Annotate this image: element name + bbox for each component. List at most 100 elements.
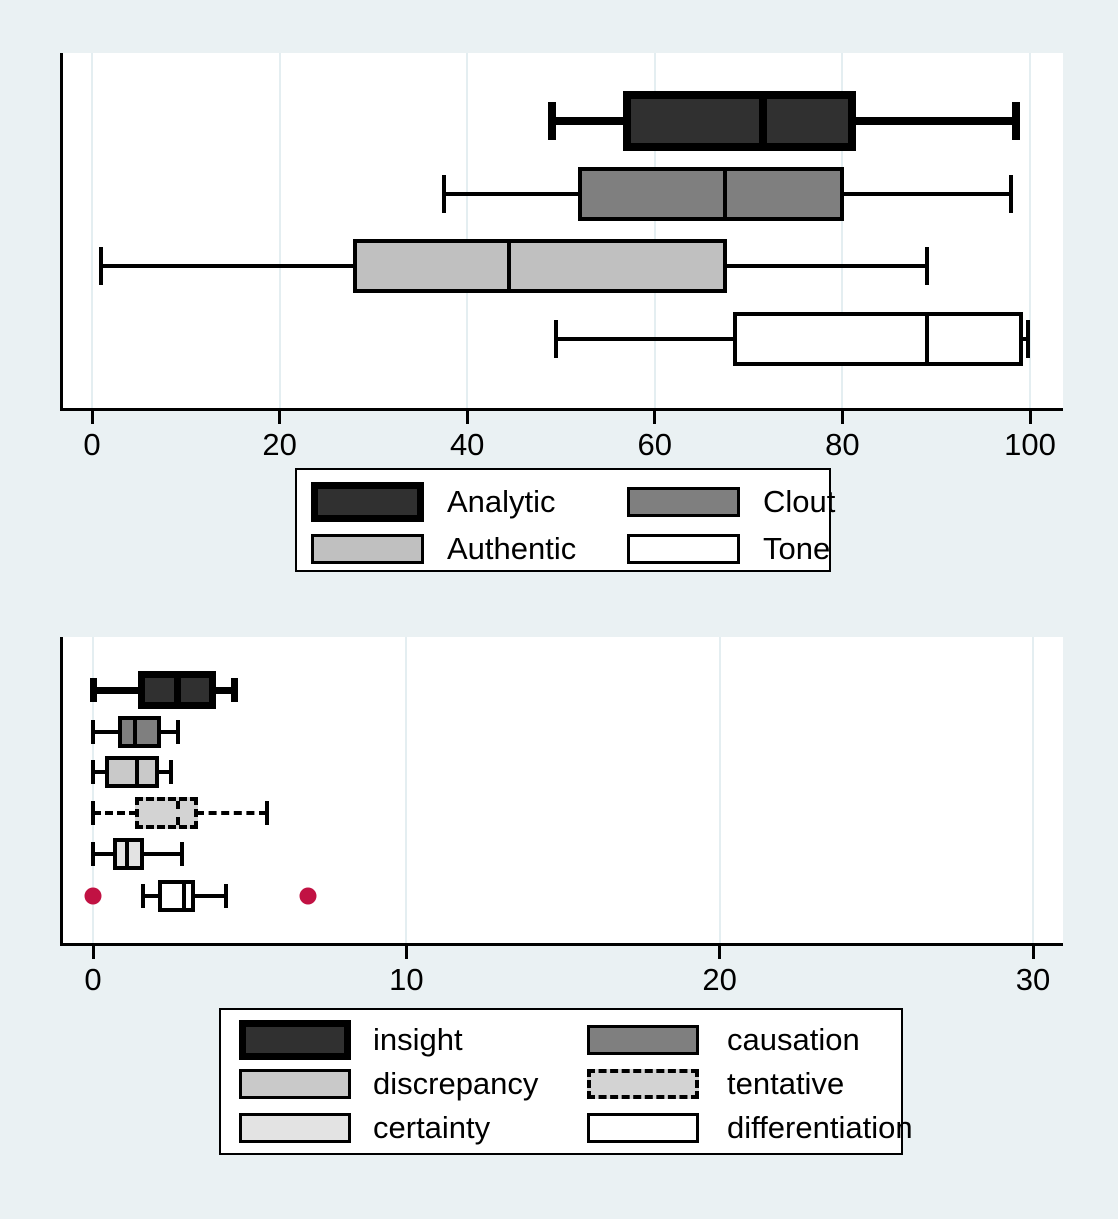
whisker-left-tone	[556, 336, 735, 341]
whisker-left-causation	[93, 730, 120, 734]
box-analytic	[622, 91, 856, 151]
whisker-cap-left-differentiation	[141, 884, 146, 908]
whisker-right-differentiation	[193, 894, 227, 898]
whisker-left-insight	[93, 686, 142, 694]
box-discrepancy	[105, 756, 160, 788]
whisker-left-discrepancy	[93, 770, 108, 774]
box-tone	[732, 311, 1023, 366]
whisker-right-discrepancy	[157, 770, 172, 774]
whisker-left-certainty	[93, 852, 115, 856]
box-differentiation	[158, 880, 196, 912]
boxplot-cognitive-plot-area	[63, 637, 1063, 943]
x-tick	[278, 411, 282, 424]
x-tick-label: 80	[825, 427, 860, 462]
legend-swatch-tentative	[587, 1069, 699, 1099]
whisker-cap-right-certainty	[180, 842, 185, 866]
gridline	[91, 53, 93, 408]
gridline	[1029, 53, 1031, 408]
whisker-cap-left-certainty	[91, 842, 95, 866]
whisker-cap-right-authentic	[924, 247, 929, 285]
median-line-discrepancy	[134, 756, 139, 788]
gridline	[278, 53, 281, 408]
whisker-cap-right-tone	[1026, 319, 1031, 358]
legend-label-tentative: tentative	[727, 1065, 845, 1101]
x-tick-label: 0	[83, 427, 101, 462]
whisker-cap-right-analytic	[1011, 102, 1020, 140]
median-line-differentiation	[181, 880, 186, 912]
legend-swatch-analytic	[311, 482, 424, 522]
legend-label-causation: causation	[727, 1021, 860, 1057]
x-tick-label: 10	[389, 962, 424, 997]
gridline	[1032, 637, 1034, 943]
whisker-cap-left-tone	[554, 319, 559, 358]
legend-label-certainty: certainty	[373, 1109, 491, 1145]
x-tick-label: 100	[1004, 427, 1056, 462]
legend-swatch-authentic	[311, 534, 424, 564]
legend-label-analytic: Analytic	[447, 483, 556, 519]
box-causation	[117, 716, 161, 748]
whisker-cap-left-causation	[91, 720, 95, 744]
whisker-cap-left-insight	[89, 678, 97, 702]
legend-swatch-certainty	[239, 1113, 351, 1143]
whisker-right-certainty	[141, 852, 183, 856]
whisker-cap-left-tentative	[91, 801, 95, 825]
y-axis-line-1	[60, 53, 63, 411]
whisker-cap-left-discrepancy	[91, 760, 95, 784]
whisker-right-authentic	[725, 264, 927, 268]
x-tick-label: 20	[262, 427, 297, 462]
legend-swatch-insight	[239, 1020, 351, 1060]
whisker-cap-right-insight	[230, 678, 238, 702]
x-tick	[91, 946, 95, 959]
x-tick	[718, 946, 722, 959]
legend-label-discrepancy: discrepancy	[373, 1065, 539, 1101]
whisker-cap-left-analytic	[547, 102, 556, 140]
x-tick-label: 40	[449, 427, 485, 462]
legend-label-authentic: Authentic	[447, 530, 577, 566]
legend-label-clout: Clout	[763, 483, 836, 519]
median-line-tentative	[175, 801, 180, 825]
whisker-left-differentiation	[143, 894, 161, 898]
median-line-insight	[174, 674, 182, 706]
legend-swatch-discrepancy	[239, 1069, 351, 1099]
legend-swatch-tone	[627, 534, 740, 564]
whisker-right-clout	[842, 191, 1012, 196]
x-tick	[404, 946, 408, 959]
whisker-cap-right-causation	[175, 720, 180, 744]
y-axis-line-2	[60, 637, 63, 946]
median-line-certainty	[125, 838, 130, 870]
median-line-analytic	[758, 94, 767, 148]
legend-summary: Analytic Clout Authentic Tone	[295, 468, 835, 572]
legend-swatch-differentiation	[587, 1113, 699, 1143]
median-line-causation	[133, 716, 138, 748]
legend-swatch-causation	[587, 1025, 699, 1055]
median-line-authentic	[507, 239, 512, 293]
whisker-cap-left-authentic	[99, 247, 104, 285]
legend-label-differentiation: differentiation	[727, 1109, 913, 1145]
legend-label-tone: Tone	[763, 530, 831, 566]
box-authentic	[352, 239, 728, 293]
outlier-dot-differentiation	[299, 887, 317, 905]
median-line-clout	[723, 166, 728, 221]
whisker-right-causation	[158, 730, 178, 734]
legend-swatch-clout	[627, 487, 740, 517]
gridline	[841, 53, 844, 408]
x-axis-line-1	[60, 408, 1063, 411]
legend-label-insight: insight	[373, 1021, 463, 1057]
x-tick	[90, 411, 94, 424]
whisker-cap-right-clout	[1009, 174, 1014, 213]
whisker-cap-right-discrepancy	[169, 760, 174, 784]
x-tick	[840, 411, 844, 424]
median-line-tone	[924, 311, 929, 366]
whisker-right-insight	[212, 686, 234, 694]
gridline	[92, 637, 94, 943]
x-tick-label: 0	[84, 962, 102, 997]
whisker-left-clout	[443, 191, 580, 196]
gridline	[653, 53, 656, 408]
x-axis-line-2	[60, 943, 1063, 946]
gridline	[718, 637, 721, 943]
whisker-left-authentic	[101, 264, 355, 268]
whisker-left-tentative	[93, 811, 137, 815]
whisker-cap-right-differentiation	[224, 884, 229, 908]
x-tick-label: 60	[637, 427, 673, 462]
